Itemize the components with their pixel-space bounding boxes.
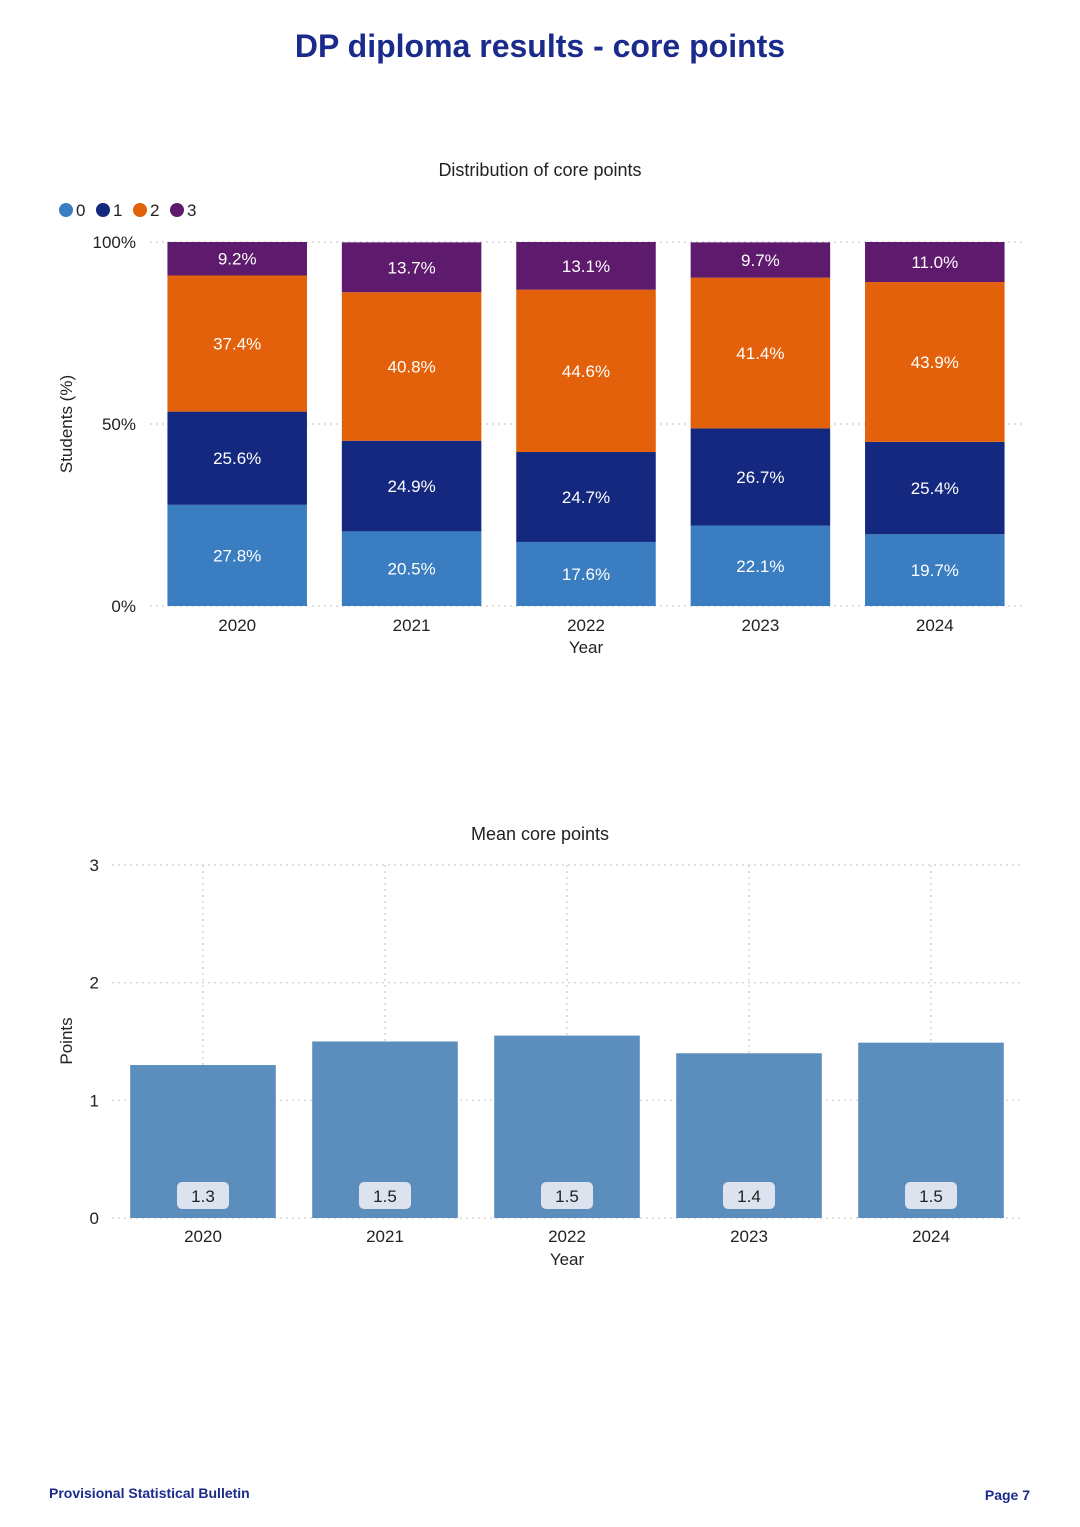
y-tick-label: 100%: [93, 233, 136, 252]
x-axis-label: Year: [550, 1250, 585, 1269]
bar-segment-2023-1: [690, 428, 831, 526]
legend-marker-2: [133, 203, 147, 217]
bar-segment-2024-2: [865, 282, 1005, 442]
data-label-2023-2: 41.4%: [736, 344, 784, 363]
bar-segment-2022-3: [516, 242, 656, 290]
bar-segment-2021-2: [341, 292, 482, 441]
y-tick-label: 0: [90, 1209, 99, 1228]
chart-title: Mean core points: [471, 824, 609, 844]
legend-label-1: 1: [113, 201, 122, 220]
data-label-2020-3: 9.2%: [218, 250, 257, 269]
data-label-2022: 1.5: [555, 1187, 579, 1206]
x-tick-label-2022: 2022: [567, 616, 605, 635]
data-label-box-2023: [723, 1182, 775, 1209]
footer-page-number: Page 7: [984, 1487, 1030, 1503]
x-tick-label-2021: 2021: [393, 616, 431, 635]
bar-segment-2021-1: [341, 440, 482, 532]
x-tick-label-2020: 2020: [184, 1227, 222, 1246]
bar-segment-2024-1: [865, 441, 1005, 535]
footer-bulletin-name: Provisional Statistical Bulletin: [49, 1485, 250, 1501]
data-label-2022-0: 17.6%: [562, 565, 610, 584]
data-label-2022-1: 24.7%: [562, 488, 610, 507]
data-label-box-2022: [541, 1182, 593, 1209]
bar-segment-2022-0: [516, 541, 656, 606]
x-tick-label-2021: 2021: [366, 1227, 404, 1246]
y-axis-label: Students (%): [57, 375, 76, 473]
bar-segment-2020-2: [167, 275, 307, 412]
legend-marker-0: [59, 203, 73, 217]
data-label-2024-3: 11.0%: [911, 253, 958, 272]
data-label-2024-2: 43.9%: [911, 353, 959, 372]
data-label-2022-2: 44.6%: [562, 362, 610, 381]
bar-segment-2021-0: [341, 531, 482, 606]
data-label-2020: 1.3: [191, 1187, 215, 1206]
bar-segment-2024-0: [865, 534, 1005, 606]
data-label-2023-3: 9.7%: [741, 251, 780, 270]
mean-core-points-chart: Mean core points 0 1 2 3 Points 1.3 2020 1.5 2021…: [57, 824, 1022, 1269]
bar-segment-2023-2: [690, 277, 831, 429]
legend-label-2: 2: [150, 201, 159, 220]
x-tick-label-2020: 2020: [218, 616, 256, 635]
y-tick-label: 2: [90, 974, 99, 993]
data-label-box-2020: [177, 1182, 229, 1209]
bar-segment-2021-3: [341, 242, 482, 293]
data-label-2024-0: 19.7%: [911, 561, 959, 580]
bar-segment-2020-0: [167, 504, 307, 606]
data-label-box-2024: [905, 1182, 957, 1209]
data-label-2023-0: 22.1%: [736, 557, 784, 576]
bar-segment-2023-0: [690, 525, 831, 606]
y-axis-label: Points: [57, 1017, 76, 1064]
x-tick-label-2024: 2024: [912, 1227, 950, 1246]
data-label-2021-2: 40.8%: [387, 357, 435, 376]
data-label-2024-1: 25.4%: [911, 479, 959, 498]
y-tick-label: 0%: [111, 597, 136, 616]
x-tick-label-2023: 2023: [741, 616, 779, 635]
data-label-2024: 1.5: [919, 1187, 943, 1206]
chart-title: Distribution of core points: [438, 160, 641, 180]
legend-label-3: 3: [187, 201, 196, 220]
data-label-2020-0: 27.8%: [213, 546, 261, 565]
data-label-2021-0: 20.5%: [387, 560, 435, 579]
y-tick-label: 3: [90, 856, 99, 875]
legend-marker-3: [170, 203, 184, 217]
data-label-2021-1: 24.9%: [387, 477, 435, 496]
data-label-2023-1: 26.7%: [736, 468, 784, 487]
y-tick-label: 1: [90, 1091, 99, 1110]
data-label-2020-2: 37.4%: [213, 335, 261, 354]
legend-marker-1: [96, 203, 110, 217]
data-label-2021: 1.5: [373, 1187, 397, 1206]
data-label-2022-3: 13.1%: [562, 257, 610, 276]
x-tick-label-2022: 2022: [548, 1227, 586, 1246]
x-tick-label-2023: 2023: [730, 1227, 768, 1246]
core-points-distribution-chart: Distribution of core points 0 1 2 3 0% 50% 100%…: [57, 160, 1022, 657]
bar-segment-2022-2: [516, 289, 656, 453]
data-label-2020-1: 25.6%: [213, 449, 261, 468]
legend-label-0: 0: [76, 201, 85, 220]
page-title: DP diploma results - core points: [294, 28, 786, 64]
bar-segment-2020-3: [167, 242, 307, 276]
x-tick-label-2024: 2024: [916, 616, 954, 635]
bar-segment-2020-1: [167, 411, 307, 505]
y-tick-label: 50%: [102, 415, 136, 434]
x-axis-label: Year: [569, 638, 604, 657]
bar-segment-2023-3: [690, 242, 831, 278]
data-label-box-2021: [359, 1182, 411, 1209]
bar-segment-2022-1: [516, 452, 656, 542]
data-label-2023: 1.4: [737, 1187, 761, 1206]
bar-segment-2024-3: [865, 242, 1005, 283]
data-label-2021-3: 13.7%: [387, 258, 435, 277]
